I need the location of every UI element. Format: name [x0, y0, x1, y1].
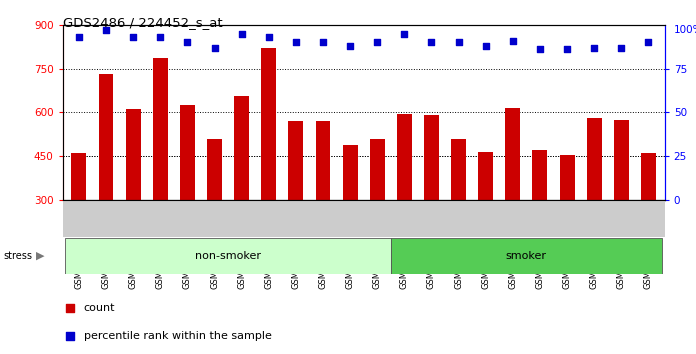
- Point: [209, 45, 220, 50]
- Point: [64, 305, 75, 311]
- Point: [263, 34, 274, 40]
- Bar: [126, 109, 141, 200]
- Point: [426, 40, 437, 45]
- Bar: [288, 121, 303, 200]
- Bar: [397, 114, 412, 200]
- Bar: [261, 48, 276, 200]
- Point: [182, 40, 193, 45]
- Text: smoker: smoker: [506, 251, 547, 261]
- Text: count: count: [84, 303, 116, 313]
- Text: stress: stress: [3, 251, 33, 261]
- Bar: [532, 150, 547, 200]
- Bar: [207, 139, 222, 200]
- Point: [453, 40, 464, 45]
- Bar: [390, 238, 662, 274]
- Point: [290, 40, 301, 45]
- Bar: [505, 108, 521, 200]
- Point: [73, 34, 84, 40]
- Text: 100%: 100%: [674, 25, 696, 35]
- Point: [589, 45, 600, 50]
- Bar: [587, 118, 601, 200]
- Text: percentile rank within the sample: percentile rank within the sample: [84, 331, 271, 341]
- Bar: [234, 96, 249, 200]
- Point: [616, 45, 627, 50]
- Bar: [153, 58, 168, 200]
- Text: GDS2486 / 224452_s_at: GDS2486 / 224452_s_at: [63, 16, 222, 29]
- Bar: [342, 144, 358, 200]
- Bar: [72, 153, 86, 200]
- Bar: [478, 152, 493, 200]
- Bar: [641, 153, 656, 200]
- Point: [507, 38, 519, 44]
- Point: [372, 40, 383, 45]
- Point: [643, 40, 654, 45]
- Bar: [451, 139, 466, 200]
- Bar: [370, 139, 385, 200]
- Point: [236, 31, 247, 36]
- Bar: [65, 238, 390, 274]
- Point: [64, 333, 75, 339]
- Point: [317, 40, 329, 45]
- Bar: [180, 105, 195, 200]
- Point: [100, 27, 111, 33]
- Text: non-smoker: non-smoker: [195, 251, 261, 261]
- Point: [535, 46, 546, 52]
- Point: [399, 31, 410, 36]
- Bar: [315, 121, 331, 200]
- Bar: [99, 74, 113, 200]
- Point: [345, 43, 356, 48]
- Bar: [614, 120, 628, 200]
- Point: [127, 34, 139, 40]
- Point: [480, 43, 491, 48]
- Bar: [560, 155, 574, 200]
- Point: [155, 34, 166, 40]
- Point: [562, 46, 573, 52]
- Bar: [424, 115, 439, 200]
- Text: ▶: ▶: [36, 251, 45, 261]
